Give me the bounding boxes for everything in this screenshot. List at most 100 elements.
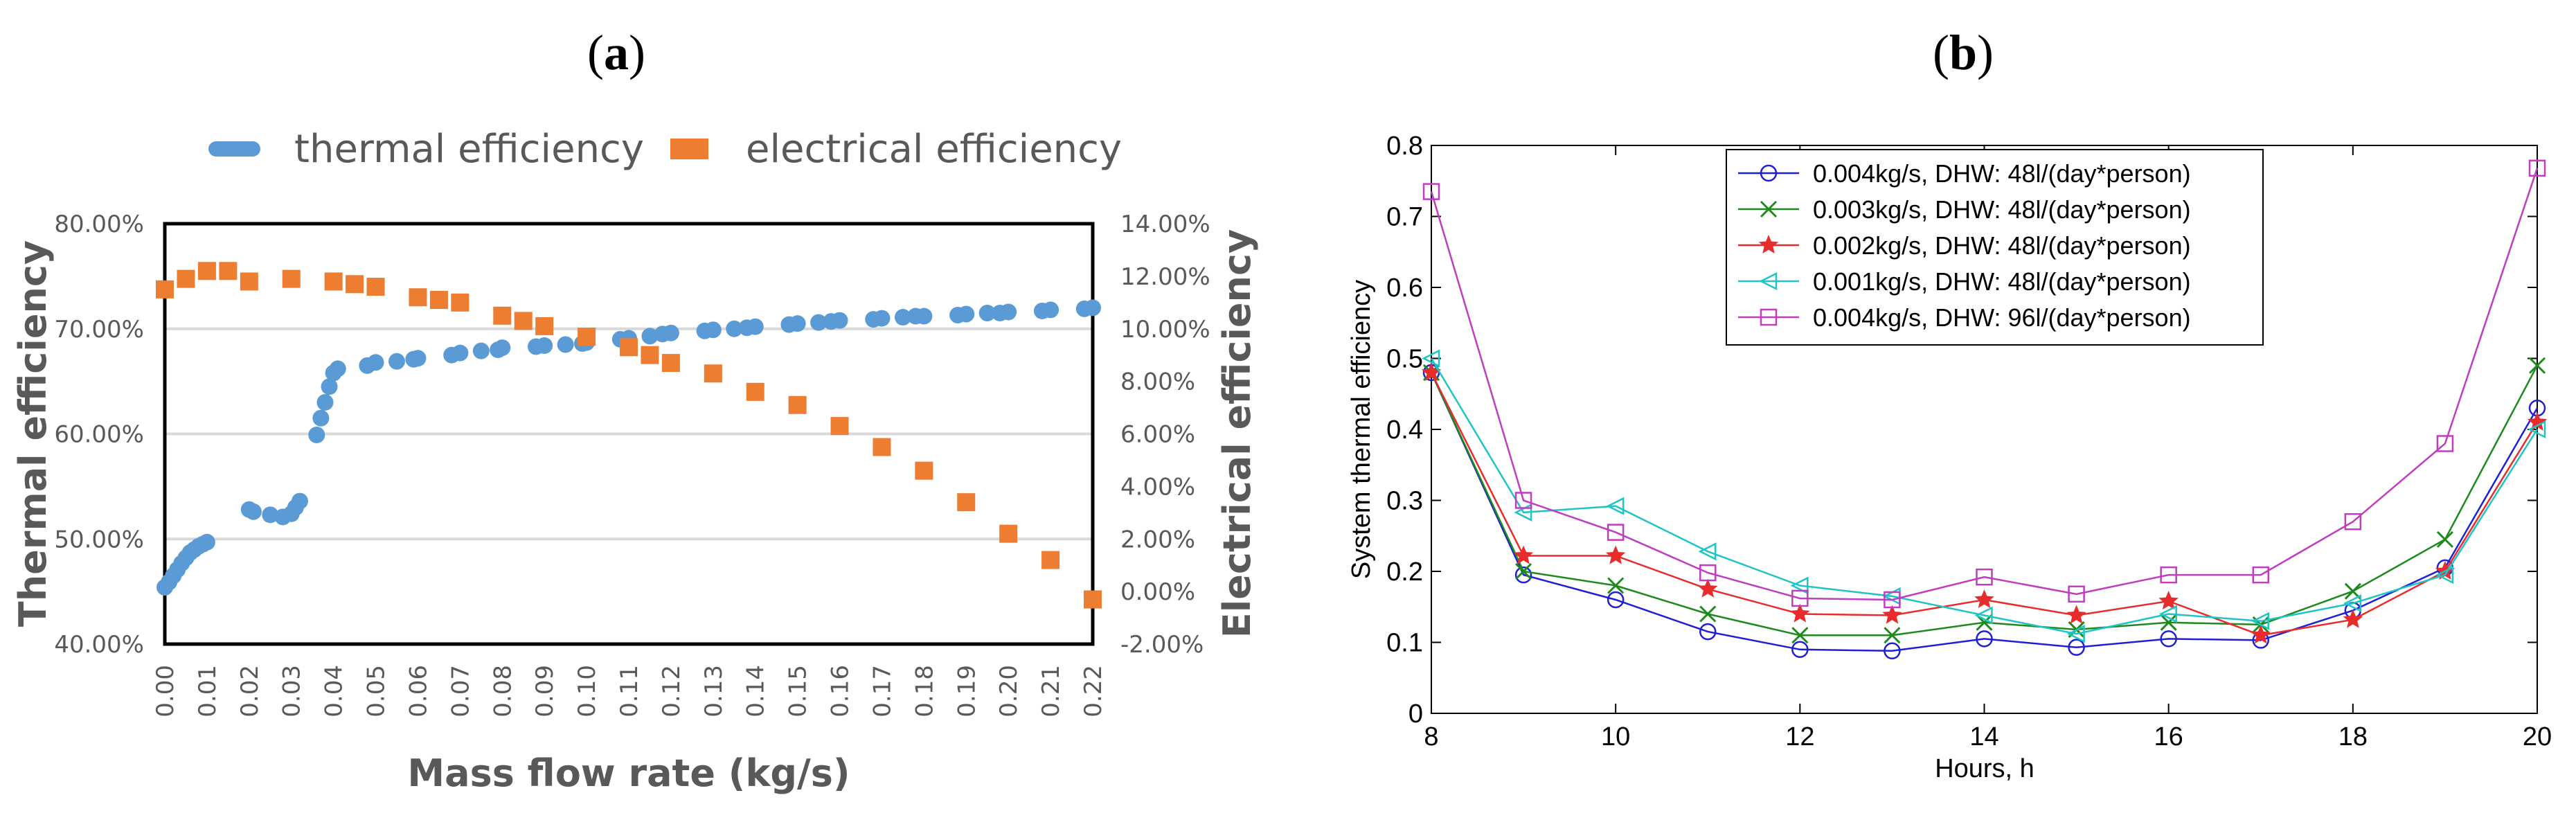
y-tick-label-b: 0.5 [1386,345,1423,374]
x-tick-label-a: 0.19 [953,665,981,718]
legend-b-label-1: 0.004kg/s, DHW: 48l/(day*person) [1813,159,2191,188]
y-tick-label-a: 40.00% [54,631,144,659]
thermal-point [536,337,553,355]
x-tick-label-a: 0.09 [531,665,559,718]
y-tick-label-b: 0.3 [1386,487,1423,516]
series-point-b-1 [1514,566,1532,584]
electrical-point [830,417,849,436]
x-tick-label-b: 18 [2338,722,2368,751]
x-tick-label-b: 20 [2523,722,2552,751]
thermal-point [810,314,828,331]
series-point-b-4 [1422,349,1440,368]
legend-b: 0.004kg/s, DHW: 48l/(day*person) 0.003kg/… [1726,149,2264,346]
x-tick-label-a: 0.01 [194,665,222,718]
electrical-point [514,312,533,330]
panel-a-label: (a) [587,25,645,80]
x-tick-label-a: 0.08 [489,665,517,718]
x-tick-label-a: 0.07 [447,665,474,718]
x-tick-label-a: 0.06 [404,665,432,718]
series-line-b-5 [1430,168,2539,601]
x-tick-label-a: 0.20 [995,665,1023,718]
series-point-b-5 [2436,435,2454,452]
thermal-point [704,321,722,339]
series-point-b-1 [1699,623,1717,641]
legend-b-marker-3 [1758,235,1779,254]
thermal-point [1084,299,1101,317]
electrical-point [999,524,1018,543]
y2-axis-title-a: Electrical efficiency [1215,229,1259,638]
thermal-point [958,305,975,323]
thermal-point [388,353,405,370]
thermal-point [915,308,933,325]
series-point-b-1 [1607,591,1625,609]
x-tick-label-a: 0.17 [868,665,896,718]
electrical-point [788,395,807,414]
x-tick-label-a: 0.10 [573,665,601,718]
thermal-point [329,360,346,377]
x-tick-label-a: 0.11 [616,665,643,718]
electrical-point [177,269,195,288]
thermal-point [291,492,308,510]
series-line-b-4 [1430,357,2539,635]
y-tick-label-b: 0 [1408,699,1423,729]
thermal-point [244,503,262,520]
electrical-point [493,306,512,325]
y-tick-label-a: 80.00% [54,211,144,238]
series-point-b-5 [2068,585,2085,603]
x-tick-label-a: 0.00 [152,665,179,718]
x-tick-label-a: 0.05 [363,665,391,718]
x-tick-label-b: 14 [1969,722,1998,751]
electrical-point [197,262,216,280]
thermal-point [831,312,848,329]
electrical-point [219,262,238,280]
electrical-point [620,338,638,357]
series-point-b-1 [1791,641,1809,658]
electrical-point [240,272,258,291]
series-point-b-4 [2158,605,2177,623]
series-point-b-3 [2158,591,2179,610]
y-tick-label-a: 60.00% [54,421,144,449]
electrical-point [409,288,427,307]
series-point-b-5 [1607,524,1625,541]
series-point-b-2 [1699,605,1717,623]
thermal-point [321,378,338,395]
electrical-point [282,269,301,288]
series-point-b-5 [1791,589,1809,607]
series-point-b-4 [1974,606,1993,625]
legend-b-label-5: 0.004kg/s, DHW: 96l/(day*person) [1813,303,2191,332]
y-tick-label-a: 70.00% [54,316,144,344]
x-axis-title-b: Hours, h [1935,754,2034,783]
electrical-point [661,354,680,373]
panel-b-label: (b) [1933,25,1994,80]
chart-b: 0 0.1 0.2 0.3 0.4 0.5 0.6 0.7 0.8 8 10 12 14 16 18 20 H… [1347,132,2552,783]
thermal-point [789,315,806,332]
legend-b-label-4: 0.001kg/s, DHW: 48l/(day*person) [1813,267,2191,296]
y2-tick-label-a: 0.00% [1120,578,1195,606]
series-point-b-2 [1607,577,1625,594]
series-point-b-3 [1605,545,1626,564]
y2-tick-label-a: 14.00% [1120,211,1210,238]
x-tick-label-a: 0.16 [827,665,855,718]
thermal-point [641,328,659,345]
x-tick-label-a: 0.02 [236,665,264,718]
thermal-point [494,339,511,357]
y2-tick-label-a: 4.00% [1120,473,1195,501]
series-point-b-4 [2251,612,2269,630]
electrical-point [324,272,343,291]
thermal-point [726,320,743,337]
series-point-b-5 [1884,591,1901,609]
series-point-b-5 [1514,492,1532,509]
electrical-point [957,493,976,512]
thermal-point [308,427,325,444]
thermal-point [262,506,279,524]
series-point-b-3 [1974,589,1994,609]
x-tick-label-b: 10 [1601,722,1630,751]
y-tick-label-a: 50.00% [54,526,144,553]
y-tick-label-b: 0.1 [1386,629,1423,658]
y-tick-label-b: 0.7 [1386,203,1423,232]
chart-a: thermal efficiency electrical efficiency… [11,127,1259,795]
electrical-point [641,346,659,364]
legend-b-marker-4 [1759,271,1778,291]
series-point-b-3 [1513,545,1534,564]
